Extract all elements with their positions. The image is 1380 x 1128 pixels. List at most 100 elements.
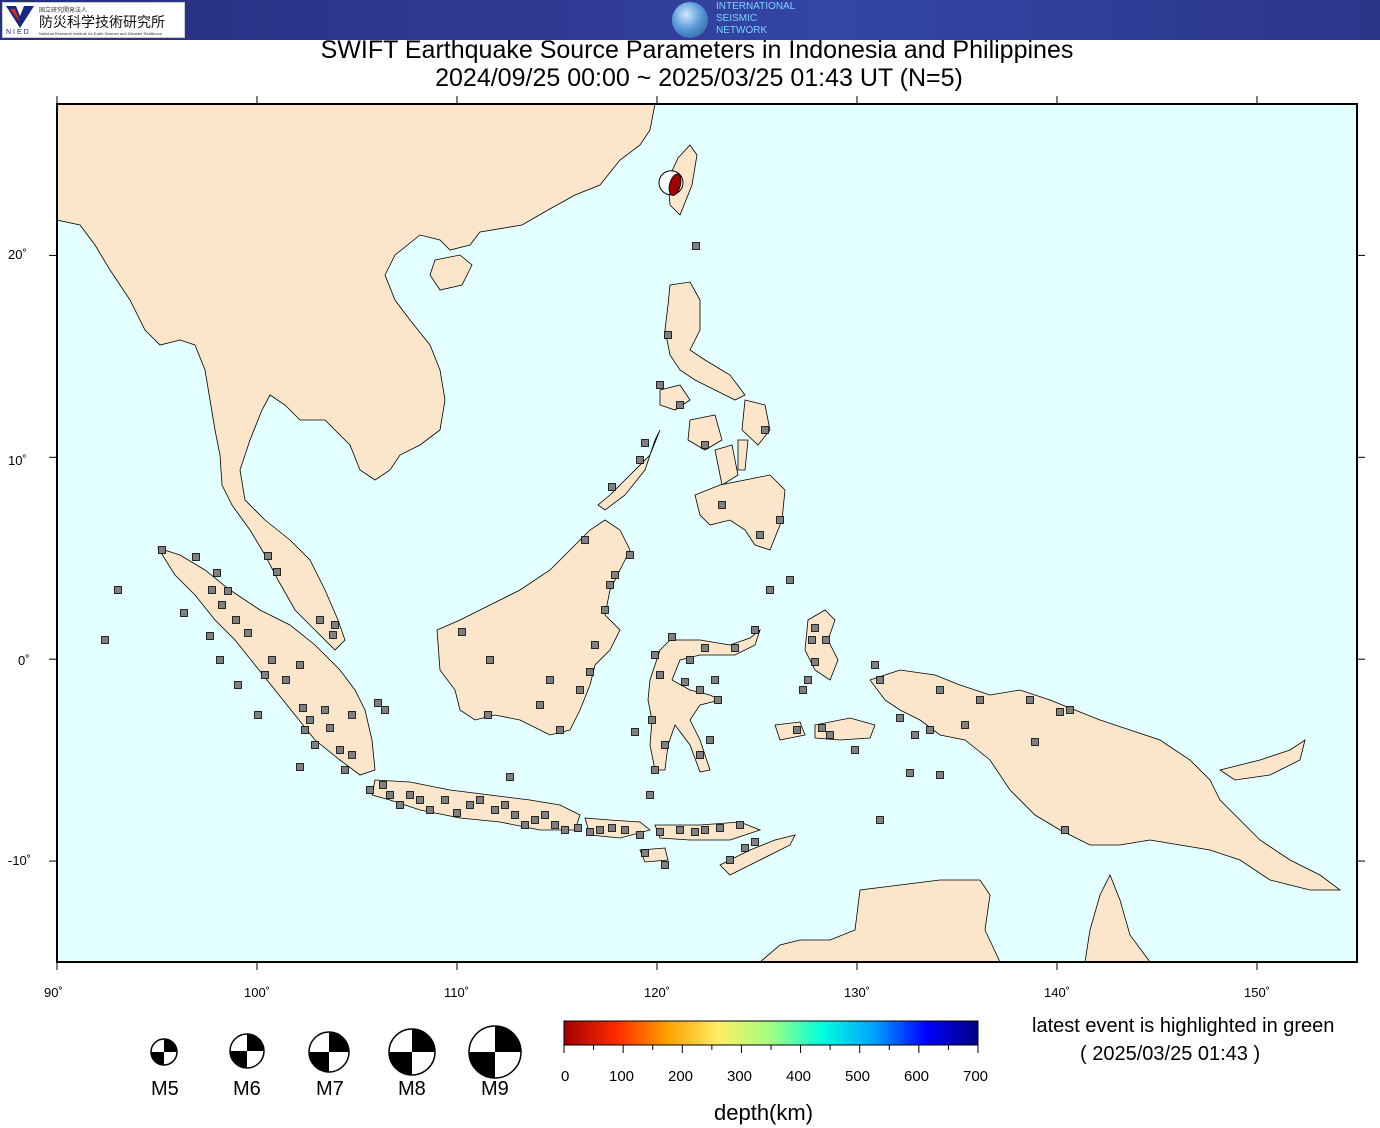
station-marker (506, 773, 514, 781)
station-marker (218, 601, 226, 609)
land-cape-york (1084, 874, 1151, 963)
beachball-m6-icon (229, 1033, 265, 1069)
nied-logo[interactable]: NIED 国立研究開発法人 防災科学技術研究所 National Researc… (2, 2, 185, 38)
station-marker (224, 587, 232, 595)
station-marker (804, 676, 812, 684)
station-marker (636, 831, 644, 839)
beachball-m5-icon (150, 1038, 178, 1066)
station-marker (596, 826, 604, 834)
station-marker (911, 731, 919, 739)
colorbar-tick-label: 100 (609, 1068, 635, 1085)
network-line: SEISMIC (716, 13, 758, 24)
station-marker (261, 671, 269, 679)
station-marker (379, 781, 387, 789)
station-marker (268, 656, 276, 664)
station-marker (776, 516, 784, 524)
station-marker (466, 801, 474, 809)
header-banner: NIED 国立研究開発法人 防災科学技術研究所 National Researc… (0, 0, 1380, 40)
station-marker (1061, 826, 1069, 834)
station-marker (656, 671, 664, 679)
globe-icon[interactable] (672, 2, 708, 38)
station-marker (536, 701, 544, 709)
station-marker (216, 656, 224, 664)
beachball-m9-icon (468, 1025, 522, 1079)
station-marker (406, 791, 414, 799)
station-marker (576, 686, 584, 694)
land-australia (758, 879, 1001, 963)
station-marker (714, 696, 722, 704)
station-marker (329, 631, 337, 639)
station-marker (896, 714, 904, 722)
lon-tick-label: 100˚ (244, 985, 271, 1000)
station-marker (731, 644, 739, 652)
station-marker (786, 576, 794, 584)
station-marker (606, 581, 614, 589)
station-marker (556, 726, 564, 734)
land-new-britain (1219, 739, 1306, 781)
station-marker (521, 821, 529, 829)
station-marker (591, 641, 599, 649)
station-marker (381, 706, 389, 714)
station-marker (761, 426, 769, 434)
latest-event-note: latest event is highlighted in green (1032, 1015, 1335, 1037)
station-marker (691, 828, 699, 836)
station-marker (621, 826, 629, 834)
nied-letters: NIED (6, 29, 31, 36)
station-marker (208, 586, 216, 594)
station-marker (331, 621, 339, 629)
station-marker (741, 844, 749, 852)
station-marker (936, 771, 944, 779)
station-marker (631, 728, 639, 736)
station-marker (586, 828, 594, 836)
station-marker (551, 821, 559, 829)
land-timor (719, 834, 796, 876)
beachball-m7-icon (308, 1031, 350, 1073)
colorbar-tick-label: 300 (727, 1068, 753, 1085)
station-marker (296, 661, 304, 669)
station-marker (1056, 708, 1064, 716)
station-marker (396, 801, 404, 809)
nied-mark-icon (6, 6, 34, 28)
station-marker (213, 569, 221, 577)
station-marker (692, 242, 700, 250)
station-marker (282, 676, 290, 684)
station-marker (541, 811, 549, 819)
station-marker (906, 769, 914, 777)
station-marker (341, 766, 349, 774)
magnitude-label: M9 (481, 1078, 509, 1100)
colorbar-tick-label: 400 (786, 1068, 812, 1085)
station-marker (561, 826, 569, 834)
station-marker (374, 699, 382, 707)
station-marker (232, 616, 240, 624)
land-sumatra (157, 547, 376, 776)
station-marker (811, 624, 819, 632)
station-marker (686, 656, 694, 664)
station-marker (718, 501, 726, 509)
station-marker (716, 824, 724, 832)
network-name[interactable]: INTERNATIONAL SEISMIC NETWORK (716, 1, 795, 37)
station-marker (646, 791, 654, 799)
station-marker (876, 816, 884, 824)
network-line: NETWORK (716, 25, 768, 36)
station-marker (676, 826, 684, 834)
lat-tick-label: 0˚ (18, 653, 30, 668)
station-marker (1066, 706, 1074, 714)
station-marker (426, 806, 434, 814)
event-markers (658, 170, 684, 196)
station-marker (601, 606, 609, 614)
station-marker (1026, 696, 1034, 704)
station-marker (336, 746, 344, 754)
colorbar-tick-label: 700 (963, 1068, 989, 1085)
lat-tick-label: 10˚ (8, 453, 27, 468)
station-marker (876, 676, 884, 684)
magnitude-label: M8 (398, 1078, 426, 1100)
station-marker (651, 651, 659, 659)
colorbar-tick-label: 600 (904, 1068, 930, 1085)
station-marker (511, 811, 519, 819)
nied-name: 防災科学技術研究所 (39, 15, 165, 31)
colorbar-label: depth(km) (714, 1100, 814, 1125)
station-marker (453, 809, 461, 817)
station-marker (484, 711, 492, 719)
beachball-m8-icon (388, 1028, 436, 1076)
station-marker (656, 381, 664, 389)
